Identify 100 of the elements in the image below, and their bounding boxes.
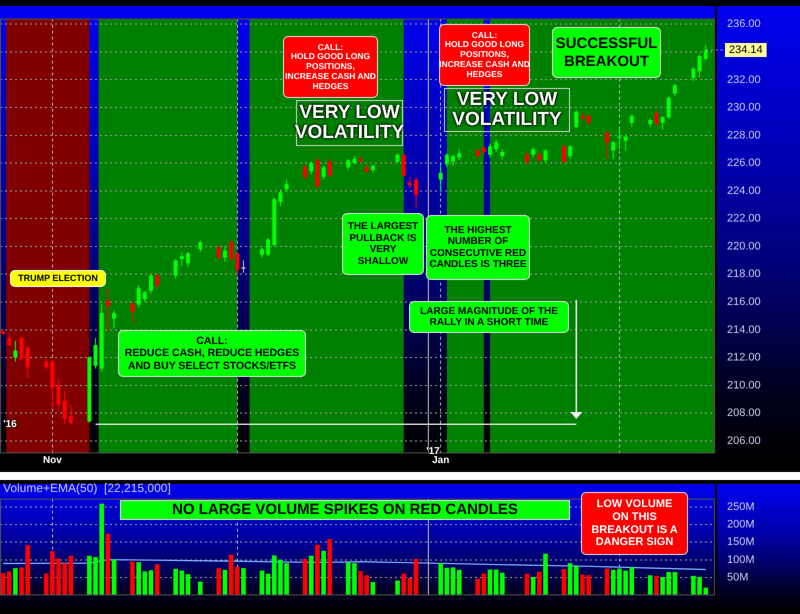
candlestick — [136, 284, 141, 308]
candlestick — [7, 334, 12, 347]
candlestick — [531, 147, 536, 158]
candlestick — [56, 378, 61, 412]
y-tick-label: 230.00 — [727, 102, 761, 114]
candlestick — [130, 301, 135, 324]
candlestick — [568, 144, 572, 160]
bar — [106, 534, 110, 596]
candlestick — [438, 165, 443, 192]
annotation: SUCCESSFUL BREAKOUT — [556, 35, 658, 70]
bar — [216, 568, 222, 596]
candlestick — [494, 138, 498, 152]
candlestick — [328, 158, 332, 178]
annotation: THE HIGHEST NUMBER OF CONSECUTIVE RED CANDLES IS THREE — [429, 224, 527, 270]
bar — [321, 550, 326, 596]
annotation: TRUMP ELECTION — [18, 273, 98, 284]
candlestick — [624, 133, 628, 152]
bar — [198, 582, 203, 596]
y-tick-label: 212.00 — [727, 352, 761, 364]
candlestick — [198, 240, 202, 252]
bar — [327, 539, 332, 596]
candlestick — [562, 143, 566, 164]
chart-title: Volume+EMA(50) [22,215,000] — [3, 481, 171, 495]
bar — [604, 568, 610, 596]
candlestick — [704, 44, 708, 61]
y-tick-label: 220.00 — [727, 240, 761, 252]
y-tick-label: 50M — [727, 572, 748, 584]
candlestick — [666, 96, 671, 120]
candlestick — [630, 114, 634, 128]
candlestick — [26, 344, 30, 379]
bar — [370, 582, 376, 596]
candlestick — [174, 258, 178, 279]
candlestick — [142, 290, 147, 302]
bar — [154, 564, 160, 596]
bar — [13, 568, 18, 596]
candlestick — [543, 148, 548, 164]
candlestick — [402, 152, 406, 178]
candlestick — [451, 154, 456, 166]
bar — [648, 575, 653, 596]
candlestick — [94, 338, 98, 370]
candlestick — [13, 340, 18, 362]
candlestick — [698, 54, 702, 78]
y-tick-label: 150M — [727, 536, 755, 548]
y-tick-label: 210.00 — [727, 379, 761, 392]
annotation: LARGE MAGNITUDE OF THE RALLY IN A SHORT TIME — [420, 306, 558, 328]
candlestick — [112, 310, 116, 329]
y-tick-label: 236.00 — [727, 18, 761, 30]
candlestick — [20, 336, 24, 361]
candlestick — [346, 158, 350, 171]
y-tick-label: 206.00 — [727, 434, 761, 447]
candlestick — [309, 161, 314, 175]
candlestick — [68, 404, 73, 425]
candlestick — [222, 246, 227, 262]
annotation: '17 — [426, 446, 440, 458]
bar — [241, 568, 246, 596]
bar — [130, 561, 135, 596]
y-tick-label: 222.00 — [727, 212, 761, 225]
candlestick — [303, 164, 308, 180]
candlestick — [266, 238, 270, 257]
bar — [654, 576, 659, 596]
annotation: 234.14 — [729, 44, 763, 56]
candlestick — [488, 143, 492, 158]
candlestick — [586, 114, 591, 126]
candlestick — [408, 176, 412, 189]
candlestick — [216, 244, 221, 261]
y-tick-label: 100M — [727, 554, 755, 566]
annotation: THE LARGEST PULLBACK IS VERY SHALLOW — [348, 221, 418, 267]
bar — [543, 554, 548, 596]
candlestick — [284, 179, 289, 193]
candlestick — [149, 274, 154, 294]
candlestick — [617, 128, 622, 150]
candlestick — [605, 130, 610, 160]
candlestick — [444, 152, 449, 168]
bar — [315, 544, 320, 596]
y-tick-label: 218.00 — [727, 268, 761, 280]
annotation: '16 — [3, 419, 17, 431]
candlestick — [414, 176, 418, 208]
y-tick-label: 216.00 — [727, 296, 761, 308]
candlestick — [500, 148, 504, 160]
bar — [524, 574, 530, 596]
candlestick — [574, 110, 578, 129]
y-tick-label: 208.00 — [727, 407, 761, 420]
y-tick-label: 214.00 — [727, 324, 761, 336]
x-tick-label: Nov — [42, 455, 62, 466]
candlestick — [235, 251, 240, 276]
y-tick-label: 224.00 — [727, 184, 761, 197]
bar — [530, 576, 536, 596]
y-tick-label: 232.00 — [727, 74, 761, 86]
bar — [222, 570, 228, 596]
candlestick — [525, 151, 530, 165]
candlestick — [537, 151, 542, 164]
candlestick — [229, 238, 234, 261]
bar — [308, 556, 314, 596]
candlestick — [44, 358, 48, 371]
candlestick — [186, 251, 190, 268]
candlestick — [457, 148, 462, 161]
y-tick-label: 226.00 — [727, 157, 761, 170]
candlestick — [155, 274, 160, 289]
candlestick — [260, 247, 264, 258]
candlestick — [611, 140, 616, 160]
